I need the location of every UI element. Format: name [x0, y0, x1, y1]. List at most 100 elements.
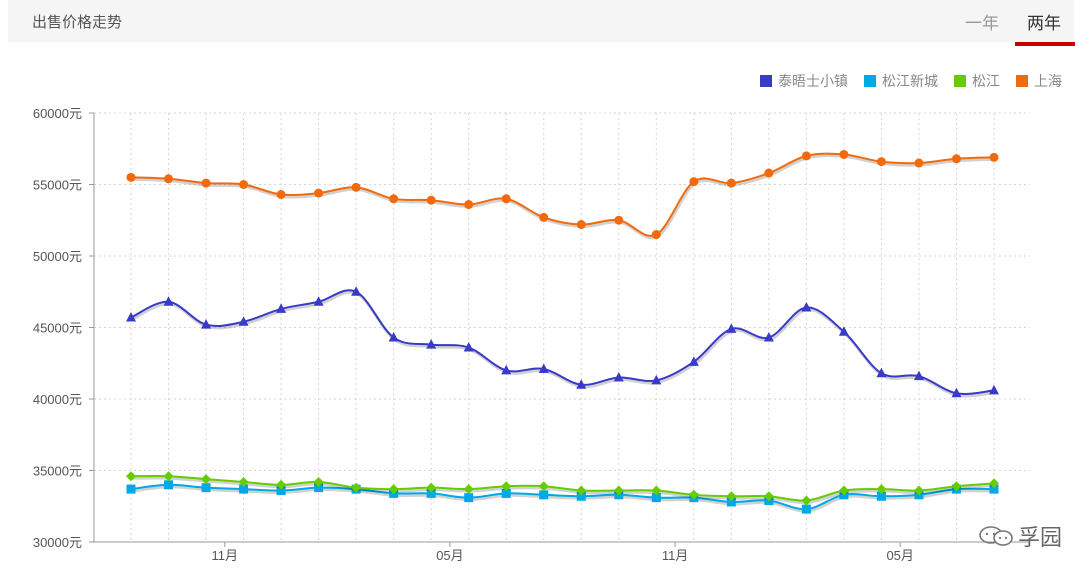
- data-point: [388, 332, 399, 342]
- data-point: [351, 482, 362, 493]
- data-point: [913, 485, 924, 496]
- data-point: [276, 486, 286, 496]
- data-point: [538, 481, 549, 492]
- data-point: [464, 493, 474, 503]
- data-point: [688, 356, 699, 366]
- data-point: [501, 364, 512, 375]
- chart-header: 出售价格走势 一年 两年: [8, 0, 1074, 42]
- data-point: [876, 491, 886, 501]
- legend-swatch-shanghai: [1016, 75, 1028, 87]
- data-point: [763, 332, 774, 342]
- y-tick-label: 35000元: [33, 464, 82, 479]
- data-point: [463, 484, 474, 495]
- data-point: [238, 316, 249, 326]
- x-tick-label: 11月: [212, 548, 239, 563]
- data-point: [576, 379, 587, 389]
- data-point: [164, 174, 174, 184]
- x-tick-label: 05月: [436, 548, 463, 563]
- data-point: [838, 326, 849, 336]
- data-point: [539, 490, 549, 500]
- data-point: [989, 384, 999, 395]
- data-point: [538, 363, 549, 373]
- data-point: [726, 178, 736, 188]
- data-point: [201, 319, 212, 329]
- data-point: [201, 483, 211, 493]
- data-point: [726, 491, 737, 502]
- data-point: [276, 190, 286, 200]
- data-point: [576, 220, 586, 230]
- data-point: [688, 489, 699, 500]
- data-point: [651, 485, 662, 496]
- data-point: [876, 484, 887, 495]
- tab-one-year[interactable]: 一年: [965, 14, 999, 33]
- data-point: [764, 168, 774, 178]
- series-line-shadow: [131, 290, 996, 398]
- data-point: [914, 158, 924, 168]
- data-point: [951, 481, 962, 492]
- data-point: [426, 488, 436, 498]
- data-point: [501, 194, 511, 204]
- watermark-text: 孚园: [1018, 525, 1063, 550]
- legend-item-songjiang-new-city[interactable]: 松江新城: [864, 71, 938, 91]
- data-point: [388, 484, 399, 495]
- data-point: [989, 478, 999, 489]
- data-point: [951, 154, 961, 164]
- data-point: [614, 215, 624, 225]
- x-tick-label: 11月: [662, 548, 689, 563]
- data-point: [989, 152, 999, 162]
- data-point: [838, 485, 849, 496]
- data-point: [801, 504, 811, 514]
- data-point: [839, 149, 849, 159]
- data-point: [613, 485, 624, 496]
- data-point: [951, 387, 962, 398]
- data-point: [651, 230, 661, 240]
- legend-label-songjiang: 松江: [972, 73, 1000, 89]
- data-point: [351, 182, 361, 192]
- data-point: [314, 188, 324, 198]
- data-point: [539, 212, 549, 222]
- data-point: [763, 491, 774, 502]
- data-point: [239, 180, 249, 189]
- data-point: [126, 471, 136, 482]
- data-point: [313, 296, 324, 306]
- data-point: [801, 151, 811, 161]
- data-point: [726, 497, 736, 507]
- legend-label-taiwushi: 泰晤士小镇: [778, 73, 848, 89]
- data-point: [726, 323, 737, 333]
- data-point: [313, 476, 324, 487]
- legend-item-shanghai[interactable]: 上海: [1016, 71, 1062, 91]
- data-point: [239, 484, 249, 494]
- legend-swatch-songjiang-new-city: [864, 75, 876, 87]
- series-line-shadow: [131, 154, 996, 240]
- legend-item-songjiang[interactable]: 松江: [954, 71, 1000, 91]
- data-point: [126, 311, 136, 322]
- y-tick-label: 55000元: [33, 178, 82, 193]
- data-point: [389, 194, 399, 204]
- legend-label-shanghai: 上海: [1034, 73, 1062, 89]
- data-point: [576, 485, 587, 496]
- page-title: 出售价格走势: [32, 14, 123, 31]
- data-point: [689, 177, 699, 187]
- data-point: [801, 495, 812, 506]
- tab-two-year[interactable]: 两年: [1027, 14, 1061, 33]
- data-point: [351, 286, 362, 296]
- data-point: [163, 296, 174, 306]
- data-point: [276, 479, 287, 490]
- legend-swatch-songjiang: [954, 75, 966, 87]
- data-point: [876, 157, 886, 167]
- data-point: [651, 493, 661, 503]
- y-tick-label: 60000元: [33, 106, 82, 121]
- data-point: [276, 303, 287, 313]
- data-point: [613, 372, 624, 382]
- data-point: [163, 471, 174, 482]
- y-tick-label: 30000元: [33, 535, 82, 550]
- legend-label-songjiang-new-city: 松江新城: [882, 73, 938, 89]
- data-point: [463, 342, 474, 352]
- legend-item-taiwushi[interactable]: 泰晤士小镇: [760, 71, 848, 91]
- x-tick-label: 05月: [886, 548, 913, 563]
- data-point: [651, 374, 662, 385]
- y-tick-label: 50000元: [33, 249, 82, 264]
- data-point: [501, 488, 511, 498]
- watermark: 孚园: [978, 520, 1062, 552]
